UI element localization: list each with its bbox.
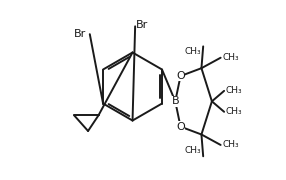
Text: B: B [172, 96, 179, 106]
Text: O: O [176, 71, 185, 81]
Text: O: O [176, 122, 185, 132]
Text: CH₃: CH₃ [223, 140, 239, 149]
Text: CH₃: CH₃ [185, 146, 201, 155]
Text: Br: Br [74, 29, 86, 39]
Text: CH₃: CH₃ [185, 47, 201, 56]
Text: CH₃: CH₃ [226, 86, 243, 95]
Text: CH₃: CH₃ [223, 53, 239, 62]
Text: CH₃: CH₃ [226, 107, 243, 116]
Text: Br: Br [136, 20, 148, 30]
